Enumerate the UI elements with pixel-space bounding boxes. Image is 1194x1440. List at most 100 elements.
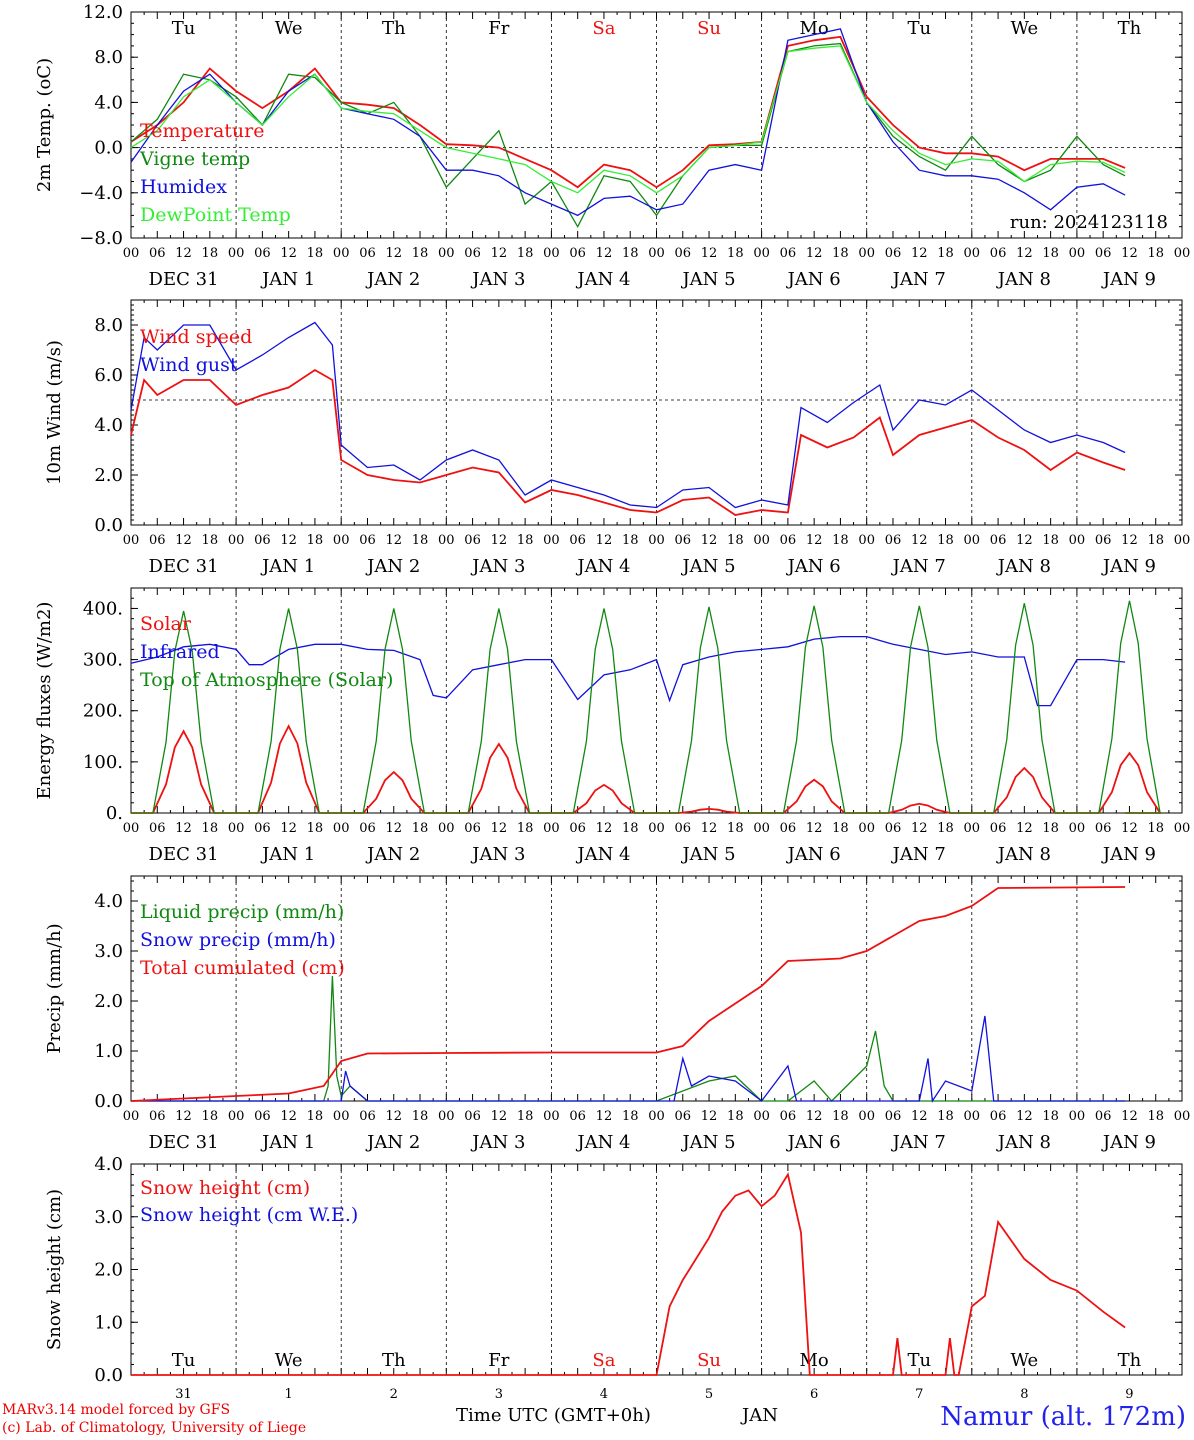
- weekday-label: Th: [1118, 18, 1142, 39]
- hour-tick-label: 18: [832, 1109, 849, 1124]
- run-label: run: 2024123118: [1010, 212, 1168, 233]
- day-label: JAN 8: [996, 1132, 1051, 1153]
- hour-tick-label: 00: [858, 246, 875, 261]
- hour-tick-label: 06: [885, 533, 902, 548]
- day-label: JAN 3: [470, 844, 525, 865]
- hour-tick-label: 18: [622, 1109, 639, 1124]
- hour-tick-label: 18: [517, 821, 534, 836]
- y-tick-label: 8.0: [94, 47, 123, 68]
- y-tick-label: 0.0: [94, 515, 123, 536]
- legend-entry: Snow height (cm): [140, 1177, 310, 1199]
- hour-tick-label: 06: [569, 821, 586, 836]
- legend-entry: Vigne temp: [139, 148, 250, 170]
- hour-tick-label: 12: [1016, 821, 1033, 836]
- hour-tick-label: 00: [753, 821, 770, 836]
- hour-tick-label: 12: [1121, 533, 1138, 548]
- hour-tick-label: 00: [438, 821, 455, 836]
- hour-tick-label: 18: [1147, 1109, 1164, 1124]
- y-tick-label: 300.: [83, 650, 123, 671]
- hour-tick-label: 12: [701, 533, 718, 548]
- hour-tick-label: 06: [990, 246, 1007, 261]
- hour-tick-label: 12: [911, 821, 928, 836]
- hour-tick-label: 06: [359, 821, 376, 836]
- day-label: JAN 7: [891, 844, 946, 865]
- hour-tick-label: 12: [1121, 246, 1138, 261]
- y-tick-label: 4.0: [94, 1154, 123, 1175]
- hour-tick-label: 06: [569, 1109, 586, 1124]
- hour-tick-label: 18: [1042, 533, 1059, 548]
- day-number-label: 2: [390, 1387, 398, 1402]
- legend-entry: Wind speed: [140, 326, 252, 348]
- hour-tick-label: 06: [675, 1109, 692, 1124]
- hour-tick-label: 00: [753, 1109, 770, 1124]
- hour-tick-label: 00: [648, 246, 665, 261]
- hour-tick-label: 12: [806, 533, 823, 548]
- hour-tick-label: 06: [569, 533, 586, 548]
- hour-tick-label: 00: [543, 533, 560, 548]
- y-axis-label: 10m Wind (m/s): [44, 340, 65, 485]
- hour-tick-label: 18: [1042, 1109, 1059, 1124]
- hour-tick-label: 06: [675, 821, 692, 836]
- day-label: JAN 3: [470, 269, 525, 290]
- weekday-label: Su: [697, 1350, 721, 1371]
- hour-tick-label: 00: [543, 1109, 560, 1124]
- hour-tick-label: 18: [517, 533, 534, 548]
- hour-tick-label: 06: [149, 821, 166, 836]
- hour-tick-label: 00: [123, 1109, 140, 1124]
- hour-tick-label: 06: [254, 246, 271, 261]
- hour-tick-label: 12: [1121, 821, 1138, 836]
- month-label: JAN: [742, 1405, 778, 1426]
- hour-tick-label: 06: [780, 1109, 797, 1124]
- hour-tick-label: 06: [359, 533, 376, 548]
- hour-tick-label: 18: [307, 246, 324, 261]
- hour-tick-label: 18: [412, 821, 429, 836]
- hour-tick-label: 18: [832, 821, 849, 836]
- day-label: JAN 7: [891, 1132, 946, 1153]
- hour-tick-label: 00: [1069, 533, 1086, 548]
- day-label: JAN 9: [1101, 556, 1156, 577]
- hour-tick-label: 06: [780, 821, 797, 836]
- day-label: JAN 1: [260, 269, 315, 290]
- day-label: JAN 9: [1101, 1132, 1156, 1153]
- weekday-label: Su: [697, 18, 721, 39]
- y-tick-label: 0.: [106, 803, 123, 824]
- hour-tick-label: 18: [832, 533, 849, 548]
- weekday-label: Fr: [488, 1350, 509, 1371]
- hour-tick-label: 06: [990, 1109, 1007, 1124]
- weekday-label: Th: [382, 1350, 406, 1371]
- y-axis-label: 2m Temp. (oC): [34, 58, 55, 192]
- hour-tick-label: 18: [517, 1109, 534, 1124]
- hour-tick-label: 00: [333, 821, 350, 836]
- y-tick-label: 2.0: [94, 991, 123, 1012]
- hour-tick-label: 18: [622, 821, 639, 836]
- day-label: JAN 9: [1101, 269, 1156, 290]
- day-label: JAN 8: [996, 844, 1051, 865]
- hour-tick-label: 12: [1016, 246, 1033, 261]
- weekday-label: We: [1011, 18, 1039, 39]
- day-label: JAN 5: [680, 556, 735, 577]
- hour-tick-label: 18: [1147, 821, 1164, 836]
- hour-tick-label: 00: [438, 1109, 455, 1124]
- day-label: JAN 9: [1101, 844, 1156, 865]
- hour-tick-label: 18: [202, 821, 219, 836]
- hour-tick-label: 00: [1069, 246, 1086, 261]
- series-line-liquid-precip-mm-h-: [131, 975, 1126, 1102]
- day-number-label: 31: [175, 1387, 192, 1402]
- day-label: DEC 31: [149, 844, 219, 865]
- hour-tick-label: 00: [858, 821, 875, 836]
- weekday-label: We: [1011, 1350, 1039, 1371]
- hour-tick-label: 00: [333, 246, 350, 261]
- day-label: JAN 5: [680, 844, 735, 865]
- hour-tick-label: 06: [464, 246, 481, 261]
- hour-tick-label: 06: [254, 821, 271, 836]
- hour-tick-label: 18: [832, 246, 849, 261]
- hour-tick-label: 00: [123, 246, 140, 261]
- hour-tick-label: 00: [228, 1109, 245, 1124]
- legend-entry: Humidex: [140, 176, 227, 198]
- weekday-label: Mo: [800, 1350, 829, 1371]
- hour-tick-label: 18: [517, 246, 534, 261]
- hour-tick-label: 18: [307, 533, 324, 548]
- hour-tick-label: 06: [780, 246, 797, 261]
- y-axis-label: Energy fluxes (W/m2): [34, 602, 55, 800]
- day-number-label: 5: [705, 1387, 713, 1402]
